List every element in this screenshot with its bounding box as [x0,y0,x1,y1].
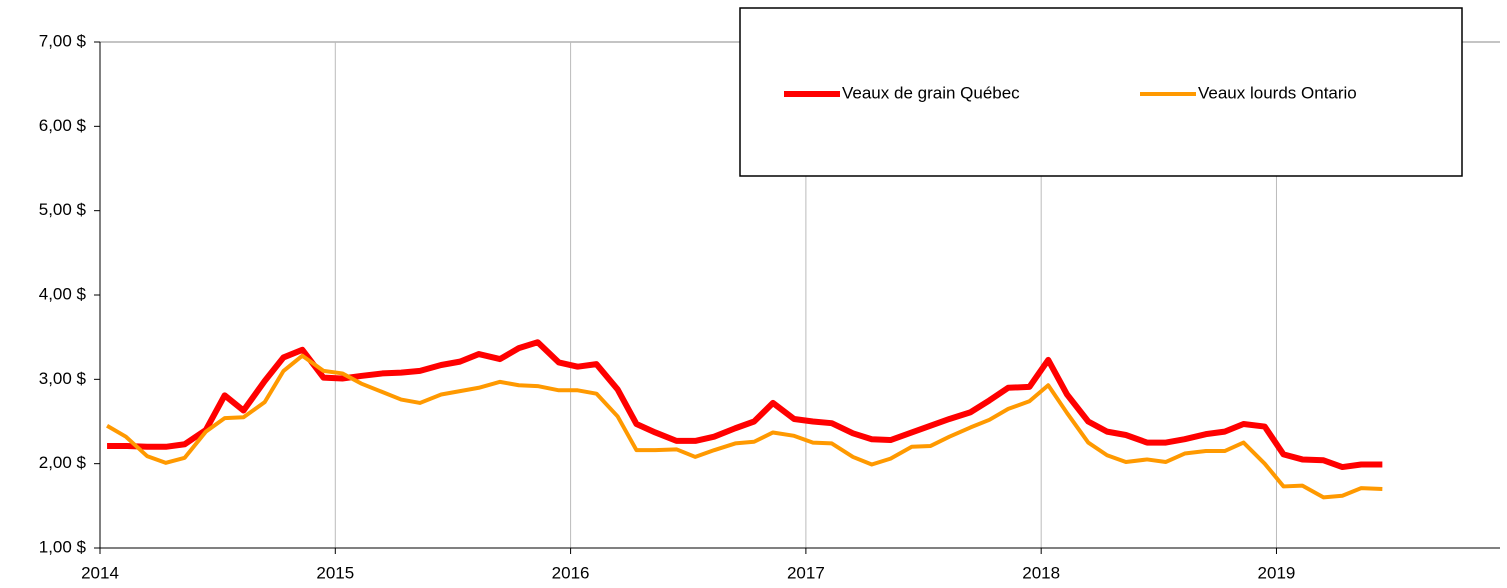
y-tick-label: 4,00 $ [39,284,87,303]
y-tick-label: 7,00 $ [39,31,87,50]
y-tick-label: 5,00 $ [39,200,87,219]
x-tick-label: 2019 [1258,563,1296,582]
y-tick-label: 6,00 $ [39,116,87,135]
legend-label: Veaux de grain Québec [842,83,1020,102]
x-tick-label: 2014 [81,563,119,582]
y-tick-label: 1,00 $ [39,537,87,556]
x-tick-label: 2016 [552,563,590,582]
series-line [107,339,1383,471]
x-tick-label: 2017 [787,563,825,582]
legend-box [739,7,1463,177]
y-tick-label: 3,00 $ [39,369,87,388]
legend-label: Veaux lourds Ontario [1198,83,1357,102]
series-line [106,353,1383,500]
x-tick-label: 2015 [316,563,354,582]
x-tick-label: 2018 [1022,563,1060,582]
y-tick-label: 2,00 $ [39,453,87,472]
